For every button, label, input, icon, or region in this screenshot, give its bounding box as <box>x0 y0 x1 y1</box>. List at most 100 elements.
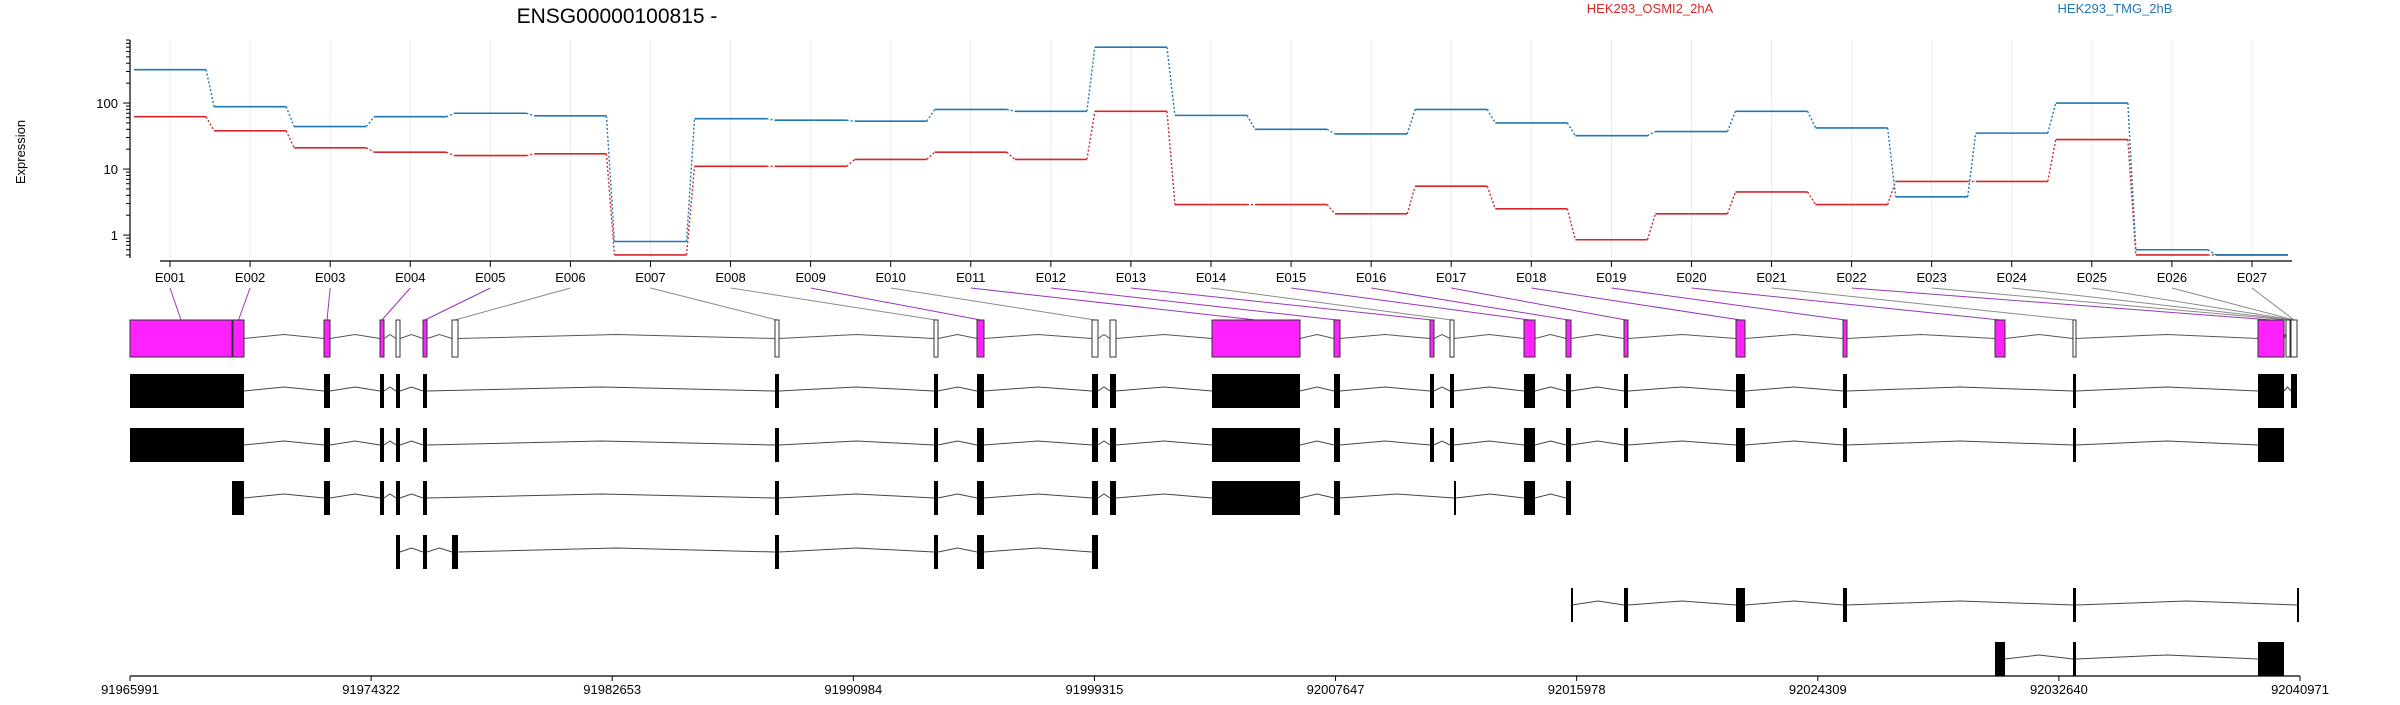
transcript-exon <box>1624 428 1628 462</box>
exon-label: E011 <box>956 270 985 285</box>
exon-block <box>2072 319 2077 358</box>
intron <box>1339 493 1455 499</box>
exon-connector <box>1611 287 1846 321</box>
y-tick-label: 10 <box>104 162 118 177</box>
intron <box>937 440 978 446</box>
y-tick-label: 1 <box>111 228 118 243</box>
transcript-exon <box>452 535 458 569</box>
transcript-exon <box>324 428 330 462</box>
intron <box>1097 440 1111 446</box>
exon-label: E010 <box>876 270 906 285</box>
transcript-exon <box>2073 374 2076 408</box>
exon-label: E016 <box>1356 270 1386 285</box>
intron <box>1627 600 1737 606</box>
transcript-exon <box>1110 374 1116 408</box>
exon-block <box>1523 319 1536 358</box>
intron <box>937 333 978 339</box>
intron <box>457 547 776 553</box>
intron <box>1627 440 1737 446</box>
transcript-exon <box>1212 481 1300 515</box>
transcript-exon <box>1624 374 1628 408</box>
intron <box>426 493 776 499</box>
exon-block <box>395 319 401 358</box>
intron <box>1534 386 1567 392</box>
transcript-exon <box>130 428 244 462</box>
intron <box>1299 333 1335 339</box>
exon-label: E013 <box>1116 270 1146 285</box>
transcript-exon <box>324 481 330 515</box>
intron <box>1453 386 1525 392</box>
exon-connector <box>454 287 571 321</box>
y-axis-label: Expression <box>13 120 28 184</box>
series-transition <box>1647 130 1656 137</box>
transcript-exon <box>324 374 330 408</box>
exon-connector <box>650 287 778 321</box>
exon-block <box>379 319 385 358</box>
exon-label: E014 <box>1196 270 1226 285</box>
intron <box>2075 654 2259 660</box>
intron <box>983 493 1093 499</box>
intron <box>983 547 1093 553</box>
genome-tick-label: 92007647 <box>1307 682 1365 697</box>
exon-connector <box>2011 287 2295 321</box>
transcript-exon <box>1110 481 1116 515</box>
exon-model <box>129 319 2298 358</box>
intron <box>1846 386 2074 392</box>
intron <box>329 440 381 446</box>
intron <box>2004 333 2074 339</box>
exon-connector <box>2171 287 2295 321</box>
transcript-exon <box>775 535 779 569</box>
exon-connector <box>1451 287 1627 321</box>
transcript-exon <box>1524 374 1535 408</box>
intron <box>426 547 453 553</box>
intron <box>983 333 1093 339</box>
y-tick-label: 100 <box>96 96 118 111</box>
transcript-exon <box>232 481 244 515</box>
exon-label: E015 <box>1276 270 1306 285</box>
intron <box>426 386 776 392</box>
transcript-exon <box>1566 481 1571 515</box>
transcript-exon <box>775 428 779 462</box>
series-transition <box>1806 191 1817 205</box>
series-transition <box>1486 185 1496 210</box>
exon-block <box>2285 319 2291 358</box>
intron <box>1627 333 1737 339</box>
transcript-exon <box>934 374 938 408</box>
transcript-2 <box>130 428 2284 462</box>
intron <box>1570 440 1625 446</box>
transcript-exon <box>1736 588 1745 622</box>
intron <box>399 440 424 446</box>
exon-block <box>1449 319 1455 358</box>
transcript-exon <box>1212 428 1300 462</box>
exon-connector <box>381 287 411 321</box>
exon-label: E006 <box>555 270 585 285</box>
intron <box>1097 386 1111 392</box>
exon-block <box>1994 319 2006 358</box>
exon-label: E003 <box>315 270 345 285</box>
transcript-exon <box>934 535 938 569</box>
intron <box>778 440 935 446</box>
genome-tick-label: 91982653 <box>583 682 641 697</box>
series-transition <box>1566 208 1577 240</box>
intron <box>383 493 397 499</box>
intron <box>778 386 935 392</box>
intron <box>329 493 381 499</box>
transcript-exon <box>1624 588 1628 622</box>
intron <box>1433 440 1451 446</box>
intron <box>983 440 1093 446</box>
transcript-exon <box>1524 481 1535 515</box>
intron <box>1846 440 2074 446</box>
exon-connector <box>169 287 182 321</box>
intron <box>243 386 325 392</box>
series-transition <box>1006 108 1015 112</box>
intron <box>399 333 424 339</box>
transcript-exon <box>1334 428 1340 462</box>
transcript-exon <box>1843 374 1847 408</box>
intron <box>1115 333 1213 339</box>
transcript-6 <box>1995 642 2284 676</box>
genome-tick-label: 91965991 <box>101 682 159 697</box>
intron <box>2004 654 2074 660</box>
series-transition <box>685 166 696 256</box>
series-transition <box>605 115 616 242</box>
